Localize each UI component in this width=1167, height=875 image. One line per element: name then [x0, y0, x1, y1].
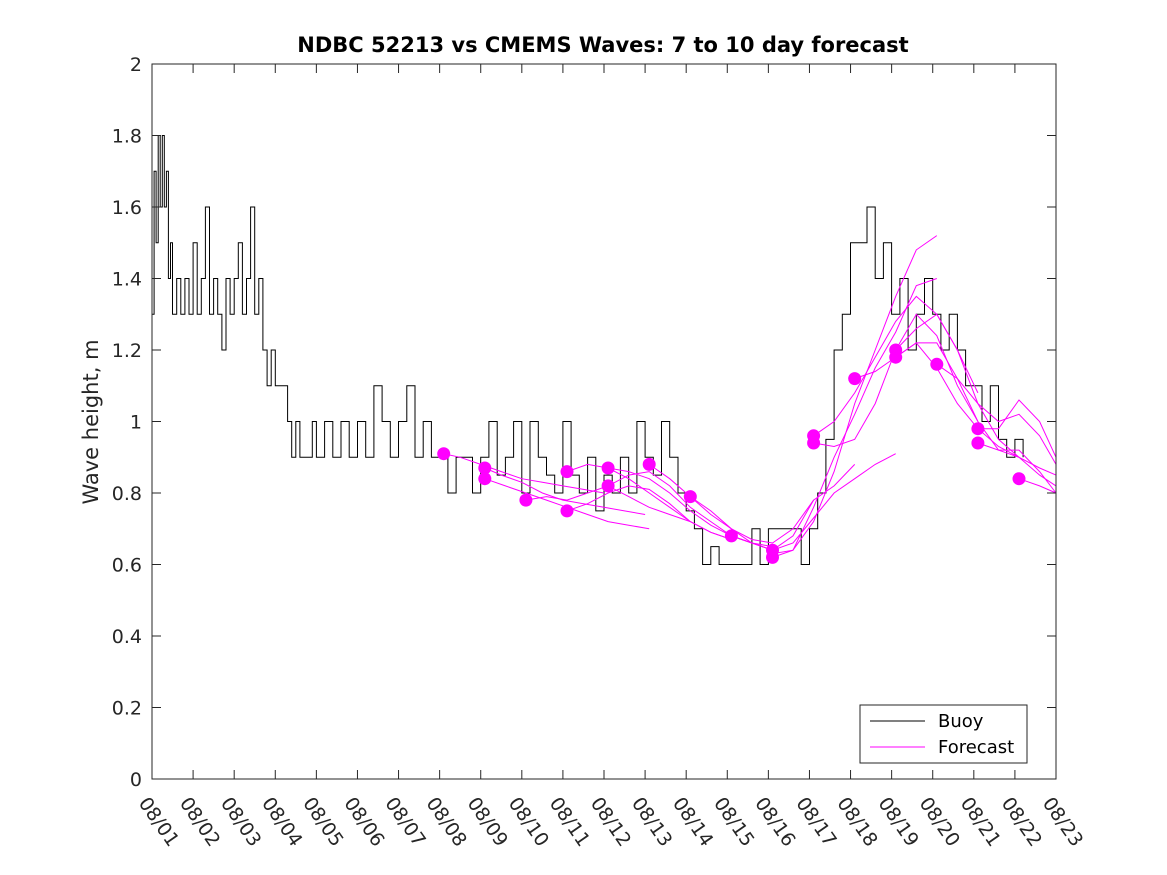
forecast-series-line: [895, 342, 1057, 487]
forecast-marker: [971, 422, 985, 436]
forecast-series-line: [977, 399, 1057, 458]
forecast-marker: [724, 529, 738, 543]
forecast-series-line: [977, 442, 1057, 494]
forecast-marker: [807, 436, 821, 450]
forecast-series-line: [936, 363, 1057, 465]
forecast-marker: [437, 447, 451, 461]
y-tick-label: 0.8: [112, 483, 142, 505]
legend-buoy-label: Buoy: [938, 711, 984, 732]
y-axis-label: Wave height, m: [79, 339, 103, 504]
forecast-series-line: [772, 278, 937, 558]
forecast-marker: [478, 461, 492, 475]
buoy-series-line: [152, 135, 1024, 565]
y-tick-label: 1.6: [112, 197, 142, 219]
forecast-series-line: [566, 463, 732, 540]
y-tick-label: 1: [130, 412, 142, 434]
y-tick-label: 0.4: [112, 626, 142, 648]
y-tick-label: 0: [130, 769, 142, 791]
forecast-marker: [601, 461, 615, 475]
forecast-marker: [930, 357, 944, 371]
forecast-series-line: [484, 467, 646, 515]
forecast-series-line: [772, 235, 938, 555]
y-tick-label: 0.2: [112, 698, 142, 720]
forecast-marker: [642, 457, 656, 471]
plot-area: [152, 135, 1057, 565]
forecast-marker: [766, 550, 779, 564]
legend: Buoy Forecast: [859, 704, 1028, 764]
forecast-marker: [478, 472, 492, 486]
forecast-marker: [601, 479, 615, 493]
forecast-marker: [519, 493, 533, 507]
forecast-marker: [683, 490, 697, 504]
y-tick-label: 1.2: [112, 340, 142, 362]
y-tick-label: 2: [130, 54, 142, 76]
forecast-marker: [560, 504, 574, 518]
forecast-series-line: [1018, 478, 1057, 494]
forecast-marker: [971, 436, 985, 450]
forecast-marker: [1012, 472, 1026, 486]
forecast-series-line: [731, 453, 896, 551]
legend-box: [859, 704, 1028, 764]
y-tick-label: 1.4: [112, 269, 142, 291]
y-tick-label: 0.6: [112, 555, 142, 577]
forecast-marker: [848, 372, 862, 386]
forecast-marker: [889, 350, 903, 364]
chart-title: NDBC 52213 vs CMEMS Waves: 7 to 10 day f…: [297, 33, 908, 57]
forecast-marker: [560, 465, 574, 479]
legend-forecast-label: Forecast: [938, 737, 1014, 758]
y-tick-label: 1.8: [112, 126, 142, 148]
forecast-series-line: [443, 453, 605, 494]
